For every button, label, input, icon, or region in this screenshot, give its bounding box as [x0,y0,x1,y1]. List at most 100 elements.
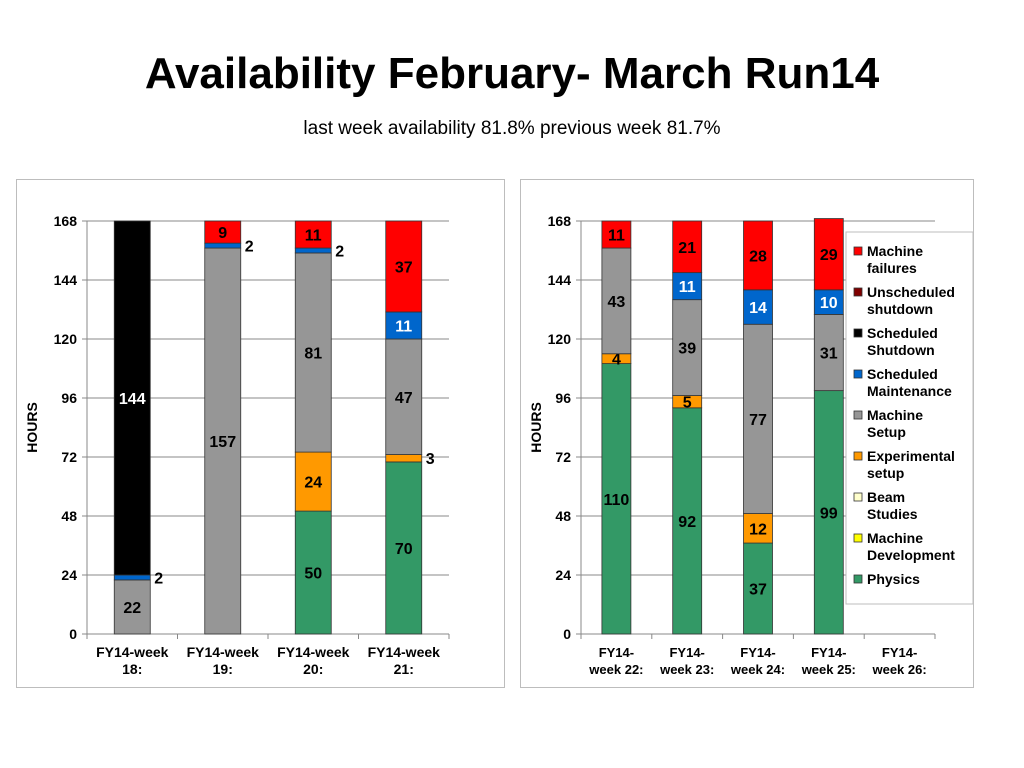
y-tick-label: 120 [548,331,572,347]
legend-swatch-unscheduled-shutdown [853,287,863,297]
legend-label: Experimental setup [867,448,955,481]
bar-machine-setup [294,252,332,453]
x-tick-label: FY14-week 26: [871,645,926,677]
legend-label: Scheduled Maintenance [867,366,952,399]
bar-machine-failures [601,220,632,249]
legend-label: Scheduled Shutdown [867,325,938,358]
data-label: 11 [395,318,412,335]
data-label: 10 [820,295,838,312]
y-tick-label: 0 [563,626,571,642]
bar-experimental-setup [294,451,332,512]
bar-scheduled-maintenance [294,247,332,254]
legend-swatch-machine-development [853,533,863,543]
legend-swatch-machine-failures [853,246,863,256]
data-label: 5 [683,395,692,412]
legend-label: Machine Setup [867,407,923,440]
y-tick-label: 48 [555,508,571,524]
y-tick-label: 144 [548,272,572,288]
data-label: 81 [304,346,322,363]
data-label: 31 [820,346,838,363]
y-tick-label: 24 [555,567,571,583]
y-tick-label: 0 [69,626,77,642]
bar-machine-failures [294,220,332,249]
legend-swatch-beam-studies [853,492,863,502]
legend-swatch-experimental-setup [853,451,863,461]
data-label: 2 [335,244,344,261]
x-tick-label: FY14-week 21: [368,644,441,677]
data-label: 43 [608,294,626,311]
y-tick-label: 72 [61,449,77,465]
y-tick-label: 168 [548,213,572,229]
data-label: 50 [304,566,322,583]
bar-scheduled-maintenance [204,242,242,249]
legend-label: Physics [867,571,920,587]
bar-machine-failures [813,218,844,291]
data-label: 24 [304,475,322,492]
bar-physics [601,363,632,635]
x-tick-label: FY14-week 23: [659,645,714,677]
bar-machine-failures [204,220,242,244]
bar-machine-setup [601,247,632,355]
data-label: 2 [154,570,163,587]
x-tick-label: FY14-week 22: [588,645,643,677]
data-label: 11 [305,228,322,245]
bar-machine-setup [204,247,242,635]
bar-physics [294,510,332,635]
data-label: 29 [820,247,838,264]
data-label: 2 [245,239,254,256]
data-label: 22 [123,600,141,617]
chart-panel-left: 0 24 48 72 96 120 144 168 HOURS FY14-week 18: 22 2 14… [16,179,505,688]
legend-box [845,231,974,605]
y-tick-label: 24 [61,567,77,583]
legend-label: Machine failures [867,243,923,276]
y-tick-label: 96 [61,390,77,406]
data-label: 28 [749,248,767,265]
data-label: 39 [678,341,696,358]
x-tick-label: FY14-week 24: [730,645,785,677]
y-tick-label: 120 [54,331,78,347]
y-tick-label: 168 [54,213,78,229]
bar-machine-failures [743,220,773,291]
y-tick-label: 144 [54,272,78,288]
data-label: 11 [679,279,696,296]
legend-swatch-physics [853,574,863,584]
data-label: 110 [603,492,629,509]
y-tick-label: 96 [555,390,571,406]
legend-label: Unscheduled shutdown [867,284,955,317]
y-tick-label: 48 [61,508,77,524]
data-label: 12 [749,521,767,538]
bar-scheduled-maintenance [385,311,423,340]
bar-physics [743,542,773,635]
bar-scheduled-maintenance [813,289,844,315]
data-label: 4 [612,352,621,369]
data-label: 92 [678,514,696,531]
bar-scheduled-maintenance [113,574,151,581]
y-axis-label: HOURS [24,402,40,453]
data-label: 99 [820,505,838,522]
x-tick-label: FY14-week 19: [187,644,260,677]
data-label: 70 [395,541,413,558]
data-label: 47 [395,390,413,407]
bar-machine-failures [385,220,423,313]
bar-machine-failures [672,220,703,274]
legend-label: Machine Development [867,530,955,563]
page-subtitle: last week availability 81.8% previous we… [303,118,721,139]
data-label: 11 [608,228,625,245]
x-tick-label: FY14-week 25: [801,645,856,677]
y-tick-label: 72 [555,449,571,465]
data-label: 37 [749,582,767,599]
y-axis-label: HOURS [528,402,544,453]
page-title: Availability February- March Run14 [144,49,880,98]
data-label: 21 [678,240,696,257]
legend-label: Beam Studies [867,489,918,522]
data-label: 37 [395,259,413,276]
legend-swatch-scheduled-shutdown [853,328,863,338]
bar-scheduled-shutdown [113,220,151,576]
x-tick-label: FY14-week 18: [96,644,169,677]
data-label: 144 [119,391,146,408]
bar-physics [813,390,844,635]
data-label: 3 [426,451,435,468]
data-label: 14 [749,300,767,317]
